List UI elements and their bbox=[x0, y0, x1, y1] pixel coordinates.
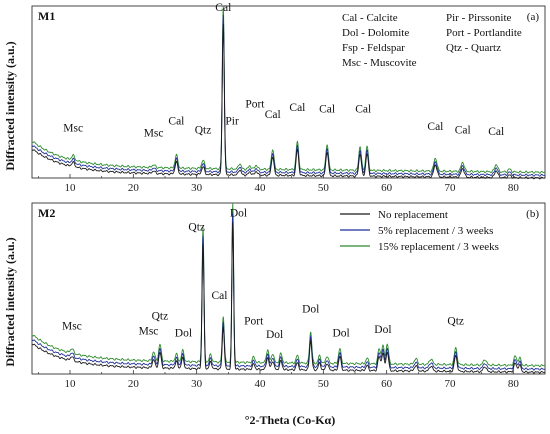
x-tick-label: 10 bbox=[65, 378, 77, 390]
x-tick-label: 20 bbox=[128, 378, 140, 390]
key-pir: Pir - Pirssonite bbox=[446, 12, 512, 24]
panel-m1-tag: (a) bbox=[527, 11, 540, 23]
key-port: Port - Portlandite bbox=[446, 27, 522, 39]
peak-label-dol: Dol bbox=[230, 208, 247, 220]
peak-label-qtz: Qtz bbox=[152, 310, 169, 322]
y-axis-label-top: Diffracted intensity (a.u.) bbox=[3, 41, 17, 170]
trace-5-percent bbox=[31, 15, 546, 177]
panel-m1-x-ticks: 10 20 30 40 50 60 70 80 bbox=[37, 174, 546, 194]
panel-m1-frame bbox=[31, 5, 546, 179]
panel-m2-tag: (b) bbox=[526, 208, 539, 220]
trace-5-percent bbox=[31, 213, 546, 371]
peak-label-msc: Msc bbox=[139, 326, 159, 338]
x-tick-label: 30 bbox=[191, 182, 203, 194]
x-tick-label: 50 bbox=[318, 378, 330, 390]
peak-label-dol: Dol bbox=[175, 327, 192, 339]
x-tick-label: 40 bbox=[255, 378, 267, 390]
peak-label-qtz: Qtz bbox=[195, 124, 212, 136]
legend-label-15-percent: 15% replacement / 3 weeks bbox=[378, 241, 499, 253]
legend: No replacement 5% replacement / 3 weeks … bbox=[340, 209, 499, 253]
peak-label-cal: Cal bbox=[455, 124, 471, 136]
peak-label-cal: Cal bbox=[212, 290, 228, 302]
x-tick-label: 80 bbox=[508, 378, 520, 390]
peak-label-cal: Cal bbox=[319, 104, 335, 116]
x-tick-label: 60 bbox=[381, 182, 393, 194]
panel-m1: M1 (a) Cal - Calcite Pir - Pirssonite Do… bbox=[31, 2, 546, 194]
panel-m2-frame bbox=[31, 202, 546, 375]
key-qtz: Qtz - Quartz bbox=[446, 42, 501, 54]
x-tick-label: 30 bbox=[191, 378, 203, 390]
panel-m1-traces bbox=[31, 5, 546, 180]
x-tick-label: 20 bbox=[128, 182, 140, 194]
trace-no-replacement bbox=[31, 222, 546, 374]
peak-label-dol: Dol bbox=[266, 329, 283, 341]
peak-label-cal: Cal bbox=[215, 2, 231, 14]
key-cal: Cal - Calcite bbox=[342, 12, 398, 24]
peak-label-msc: Msc bbox=[62, 321, 82, 333]
x-tick-label: 50 bbox=[318, 182, 330, 194]
peak-label-port: Port bbox=[244, 315, 264, 327]
peak-label-cal: Cal bbox=[427, 121, 443, 133]
peak-label-pir: Pir bbox=[225, 116, 239, 128]
peak-label-cal: Cal bbox=[265, 109, 281, 121]
peak-label-dol: Dol bbox=[332, 327, 349, 339]
phase-key: Cal - Calcite Pir - Pirssonite Dol - Dol… bbox=[342, 12, 522, 69]
x-tick-label: 10 bbox=[65, 182, 77, 194]
peak-label-qtz: Qtz bbox=[188, 221, 205, 233]
panel-m2-traces bbox=[31, 203, 546, 374]
x-tick-label: 70 bbox=[445, 182, 457, 194]
x-tick-label: 40 bbox=[255, 182, 267, 194]
key-dol: Dol - Dolomite bbox=[342, 27, 409, 39]
panel-m2: M2 (b) No replacement 5% replacement / 3… bbox=[31, 202, 546, 390]
peak-label-dol: Dol bbox=[374, 324, 391, 336]
legend-label-no-replacement: No replacement bbox=[378, 209, 448, 221]
peak-label-msc: Msc bbox=[144, 128, 164, 140]
legend-label-5-percent: 5% replacement / 3 weeks bbox=[378, 225, 493, 237]
trace-15-percent bbox=[31, 203, 546, 368]
y-axis-label-bottom: Diffracted intensity (a.u.) bbox=[3, 237, 17, 366]
x-tick-label: 70 bbox=[445, 378, 457, 390]
peak-label-msc: Msc bbox=[63, 123, 83, 135]
x-tick-label: 80 bbox=[508, 182, 520, 194]
key-fsp: Fsp - Feldspar bbox=[342, 42, 405, 54]
peak-label-qtz: Qtz bbox=[447, 315, 464, 327]
panel-m1-label: M1 bbox=[38, 9, 55, 23]
trace-no-replacement bbox=[31, 23, 546, 180]
panel-m2-x-ticks: 10 20 30 40 50 60 70 80 bbox=[37, 370, 546, 390]
peak-label-cal: Cal bbox=[289, 102, 305, 114]
key-msc: Msc - Muscovite bbox=[342, 57, 417, 69]
trace-15-percent bbox=[31, 5, 546, 174]
x-tick-label: 60 bbox=[381, 378, 393, 390]
peak-label-dol: Dol bbox=[302, 303, 319, 315]
peak-label-cal: Cal bbox=[355, 104, 371, 116]
peak-label-cal: Cal bbox=[168, 116, 184, 128]
peak-label-port: Port bbox=[245, 99, 265, 111]
panel-m2-label: M2 bbox=[38, 206, 55, 220]
x-axis-label: °2-Theta (Co-Kα) bbox=[245, 413, 335, 427]
peak-label-cal: Cal bbox=[488, 126, 504, 138]
